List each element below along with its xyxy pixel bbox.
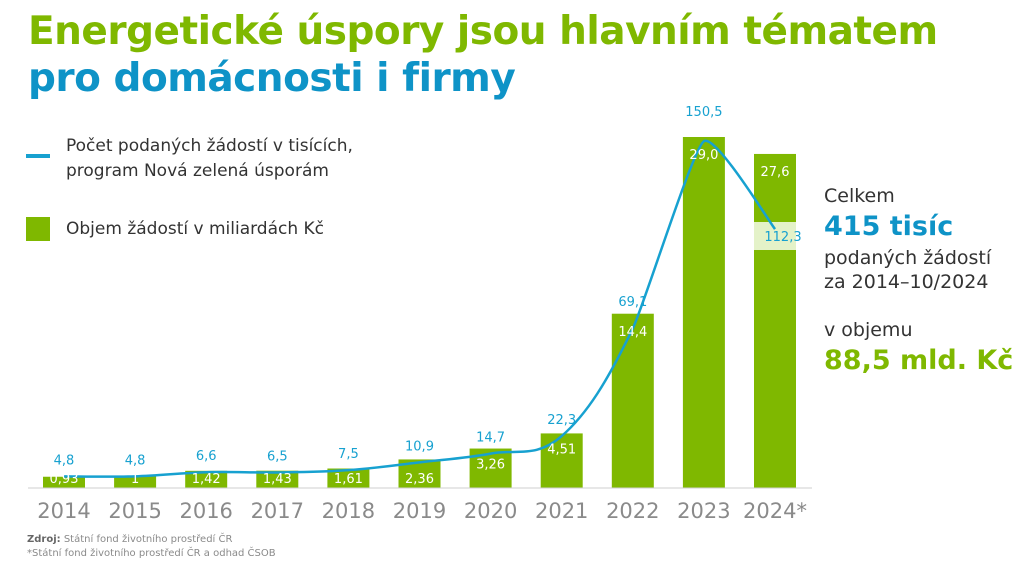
x-tick-2014: 2014 [37, 499, 90, 523]
title-line-1: Energetické úspory jsou hlavním tématem [28, 9, 938, 54]
bar-2015 [114, 475, 157, 488]
summary-desc-1: podaných žádostí [824, 247, 992, 269]
bar-2023 [682, 137, 725, 488]
line-label-2020: 14,7 [476, 431, 505, 446]
source-note: Zdroj: Státní fond životního prostředí Č… [27, 533, 276, 561]
legend-line-label-2: program Nová zelená úsporám [66, 161, 329, 181]
line-label-2015: 4,8 [125, 453, 146, 468]
line-label-2023: 150,5 [685, 105, 722, 120]
legend-line-label-1: Počet podaných žádostí v tisících, [66, 136, 353, 156]
bar-2021 [540, 433, 583, 488]
bar-2018 [327, 468, 370, 488]
bar-label-2016: 1,42 [192, 472, 221, 487]
summary-panel: Celkem 415 tisíc podaných žádostí za 201… [824, 184, 1013, 380]
x-tick-2016: 2016 [179, 499, 232, 523]
x-tick-2021: 2021 [535, 499, 588, 523]
x-tick-2017: 2017 [251, 499, 304, 523]
x-tick-2015: 2015 [108, 499, 161, 523]
summary-total-value: 415 tisíc [824, 211, 954, 242]
source-text: Státní fond životního prostředí ČR [63, 534, 233, 545]
bar-2016 [185, 470, 228, 488]
line-label-2014: 4,8 [54, 453, 75, 468]
label-patch-2024 [754, 222, 796, 250]
bar-label-2023: 29,0 [689, 148, 718, 163]
summary-desc-2: za 2014–10/2024 [824, 271, 989, 293]
legend-bar-swatch [26, 217, 50, 241]
legend-bar-entry: Objem žádostí v miliardách Kč [26, 217, 324, 242]
bar-label-2019: 2,36 [405, 472, 434, 487]
summary-volume-value: 88,5 mld. Kč [824, 345, 1014, 376]
source-footnote: *Státní fond životního prostředí ČR a od… [27, 548, 276, 559]
x-tick-2024*: 2024* [743, 499, 807, 523]
line-label-2017: 6,5 [267, 449, 288, 464]
line-label-2019: 10,9 [405, 439, 434, 454]
line-label-2024*: 112,3 [764, 230, 801, 245]
bar-2017 [256, 470, 299, 488]
legend-line-entry: Počet podaných žádostí v tisících, progr… [26, 134, 353, 184]
x-tick-2023: 2023 [677, 499, 730, 523]
line-label-2022: 69,1 [618, 295, 647, 310]
bar-2022 [611, 313, 654, 488]
summary-total-label: Celkem [824, 185, 895, 207]
legend-bar-label: Objem žádostí v miliardách Kč [66, 219, 325, 239]
line-label-2018: 7,5 [338, 447, 359, 462]
line-label-2021: 22,3 [547, 413, 576, 428]
bar-label-2021: 4,51 [547, 442, 576, 457]
x-tick-2019: 2019 [393, 499, 446, 523]
x-tick-2020: 2020 [464, 499, 517, 523]
bar-2014 [43, 476, 85, 488]
source-prefix: Zdroj: [27, 534, 61, 545]
bar-label-2015: 1 [131, 472, 139, 487]
chart-title: Energetické úspory jsou hlavním tématem … [28, 8, 938, 102]
title-line-2: pro domácnosti i firmy [28, 56, 516, 101]
line-series-applications [63, 139, 777, 478]
bar-2024* [754, 153, 796, 488]
x-tick-2022: 2022 [606, 499, 659, 523]
bar-label-2017: 1,43 [263, 472, 292, 487]
line-label-2016: 6,6 [196, 449, 217, 464]
bar-label-2024*: 27,6 [761, 165, 790, 180]
x-tick-2018: 2018 [322, 499, 375, 523]
bar-label-2018: 1,61 [334, 472, 363, 487]
legend-line-swatch [26, 154, 50, 158]
bar-label-2022: 14,4 [618, 325, 647, 340]
bar-label-2020: 3,26 [476, 458, 505, 473]
bar-label-2014: 0,93 [50, 472, 79, 487]
summary-volume-label: v objemu [824, 319, 913, 341]
